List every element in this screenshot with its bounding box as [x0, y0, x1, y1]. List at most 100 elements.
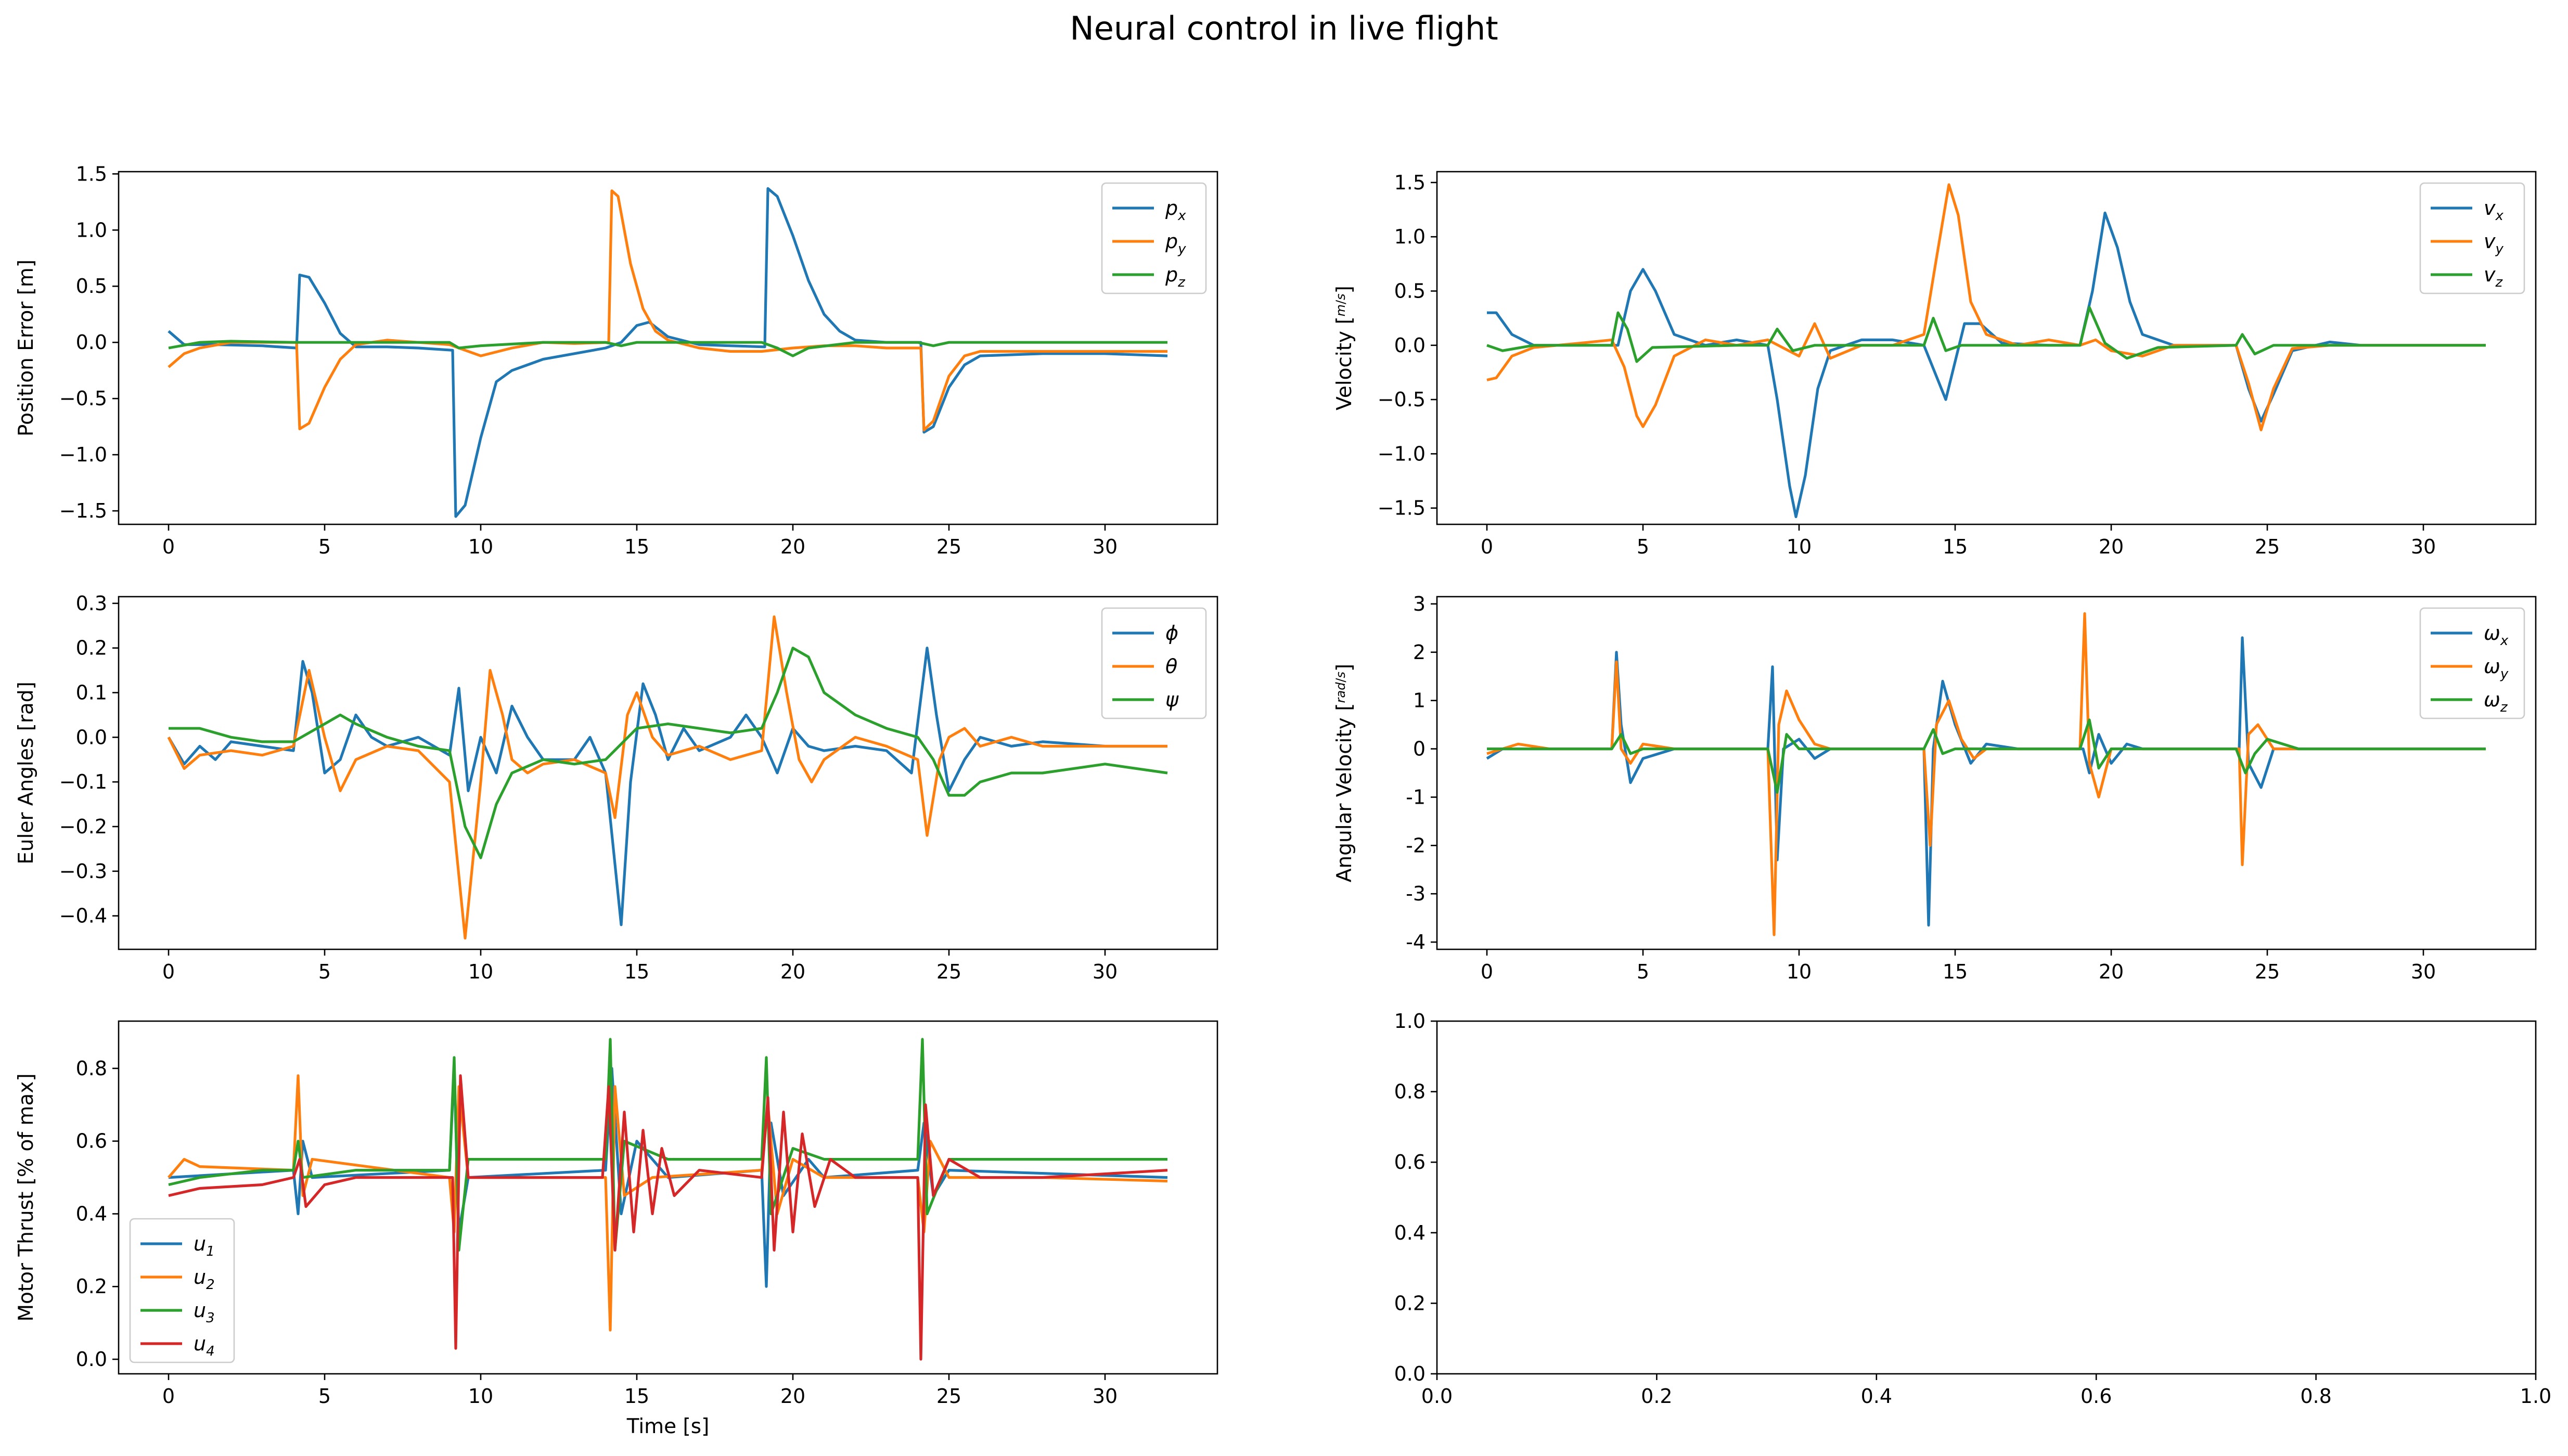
legend-entry: ωy: [2484, 655, 2509, 682]
y-tick-label: 0.0: [76, 1348, 107, 1371]
x-tick-label: 20: [2099, 535, 2124, 558]
y-tick-label: 0.3: [76, 592, 107, 615]
y-tick-label: 0.8: [76, 1057, 107, 1080]
x-tick-label: 30: [2411, 535, 2436, 558]
chart-velocity: 0 5 10 15 20 25 30 −1.5 −1.0 −0.5 0.0 0.5 1.0 1.5 Velo…: [1333, 171, 2537, 558]
legend-entry: vy: [2484, 230, 2504, 257]
legend: u1 u2 u3 u4: [129, 1218, 235, 1363]
x-tick-label: 5: [318, 1385, 331, 1408]
x-tick-label: 0.2: [1641, 1385, 1672, 1408]
x-tick-label: 25: [936, 1385, 961, 1408]
legend-entry: vz: [2484, 263, 2503, 290]
x-tick-label: 0.8: [2300, 1385, 2331, 1408]
y-tick-label: -2: [1406, 834, 1426, 857]
y-tick-label: −0.5: [59, 387, 107, 410]
x-tick-label: 5: [318, 535, 331, 558]
axes-frame: [118, 171, 1218, 525]
series-line-u_4: [168, 1074, 1168, 1361]
legend-entry: vx: [2484, 197, 2504, 224]
x-tick-label: 15: [1943, 535, 1968, 558]
y-tick-label: 0.6: [1394, 1151, 1426, 1174]
y-tick-label: 0.4: [76, 1202, 107, 1225]
x-tick-label: 10: [468, 960, 493, 983]
y-axis-label: Euler Angles [rad]: [15, 681, 38, 864]
x-tick-label: 20: [2099, 960, 2124, 983]
x-tick-label: 10: [468, 1385, 493, 1408]
y-tick-label: 2: [1413, 641, 1426, 664]
x-tick-label: 15: [624, 960, 649, 983]
y-tick-label: −1.0: [1378, 442, 1426, 465]
legend: vx vy vz: [2419, 182, 2525, 294]
y-tick-label: −1.0: [59, 443, 107, 466]
x-tick-label: 15: [624, 535, 649, 558]
x-tick-label: 0: [162, 535, 175, 558]
x-tick-label: 10: [468, 535, 493, 558]
y-tick-label: 0.2: [76, 637, 107, 660]
y-tick-label: 0.8: [1394, 1080, 1426, 1103]
x-tick-label: 0.6: [2081, 1385, 2112, 1408]
y-tick-label: -3: [1406, 882, 1426, 905]
y-axis-label: Angular Velocity [rad/s]: [1333, 664, 1356, 882]
x-tick-label: 15: [1943, 960, 1968, 983]
x-tick-label: 25: [2255, 535, 2280, 558]
legend: ωx ωy ωz: [2419, 607, 2525, 719]
x-tick-label: 0: [162, 960, 175, 983]
series-line-p_z: [168, 340, 1167, 357]
x-tick-label: 30: [2411, 960, 2436, 983]
x-tick-label: 0: [1481, 535, 1493, 558]
x-tick-label: 15: [624, 1385, 649, 1408]
legend-entry: px: [1165, 197, 1186, 224]
legend-entry: ψ: [1165, 688, 1179, 711]
legend-box: [2419, 182, 2525, 294]
series-line-omega_x: [1486, 636, 2486, 927]
x-tick-label: 20: [780, 1385, 805, 1408]
y-tick-label: 1.0: [1394, 225, 1426, 248]
series-line-omega_z: [1487, 718, 2486, 794]
x-tick-label: 0.4: [1861, 1385, 1892, 1408]
y-tick-label: −1.5: [1378, 497, 1426, 520]
x-tick-label: 30: [1093, 960, 1118, 983]
x-tick-label: 25: [2255, 960, 2280, 983]
x-tick-label: 1.0: [2520, 1385, 2551, 1408]
y-tick-label: −0.3: [59, 860, 107, 883]
legend-entry: u1: [194, 1232, 215, 1259]
chart-euler: 0 5 10 15 20 25 30 −0.4 −0.3 −0.2 −0.1 0.0 0.1 0.2 0.3…: [15, 592, 1218, 983]
y-tick-label: -4: [1406, 931, 1426, 954]
y-axis-label: Position Error [m]: [15, 260, 38, 436]
y-tick-label: −0.5: [1378, 388, 1426, 411]
chart-empty: 0.0 0.2 0.4 0.6 0.8 1.0 0.0 0.2 0.4 0.6 0.8 1.0: [1394, 1010, 2552, 1408]
series-line-p_y: [168, 189, 1167, 432]
axes-frame: [118, 596, 1218, 950]
series-line-omega_y: [1486, 612, 2486, 936]
y-tick-label: −0.4: [59, 905, 107, 927]
y-tick-label: 0.5: [1394, 279, 1426, 302]
y-tick-label: 1.5: [76, 162, 107, 185]
y-tick-label: 1: [1413, 689, 1426, 712]
x-tick-label: 5: [1637, 535, 1649, 558]
legend-entry: ωx: [2484, 622, 2509, 649]
series-line-u_2: [168, 1074, 1168, 1332]
y-tick-label: 0.0: [76, 726, 107, 749]
legend-box: [1101, 182, 1207, 294]
x-tick-label: 25: [936, 535, 961, 558]
legend-entry: py: [1165, 230, 1186, 257]
legend: ϕθψ: [1101, 607, 1207, 719]
axes-frame: [1436, 171, 2537, 525]
x-tick-label: 0: [1481, 960, 1493, 983]
legend: px py pz: [1101, 182, 1207, 294]
y-tick-label: 0: [1413, 738, 1426, 761]
y-tick-label: 0.1: [76, 681, 107, 704]
series-line-phi: [167, 647, 1167, 926]
x-tick-label: 25: [936, 960, 961, 983]
legend-entry: u3: [194, 1299, 215, 1326]
legend-box: [129, 1218, 235, 1363]
x-axis-label: Time [s]: [626, 1415, 710, 1438]
x-tick-label: 30: [1093, 1385, 1118, 1408]
y-tick-label: -1: [1406, 785, 1426, 808]
y-tick-label: 0.0: [76, 331, 107, 354]
y-tick-label: 1.5: [1394, 171, 1426, 194]
y-tick-label: 0.2: [1394, 1292, 1426, 1315]
x-tick-label: 0: [162, 1385, 175, 1408]
series-line-theta: [167, 615, 1167, 940]
